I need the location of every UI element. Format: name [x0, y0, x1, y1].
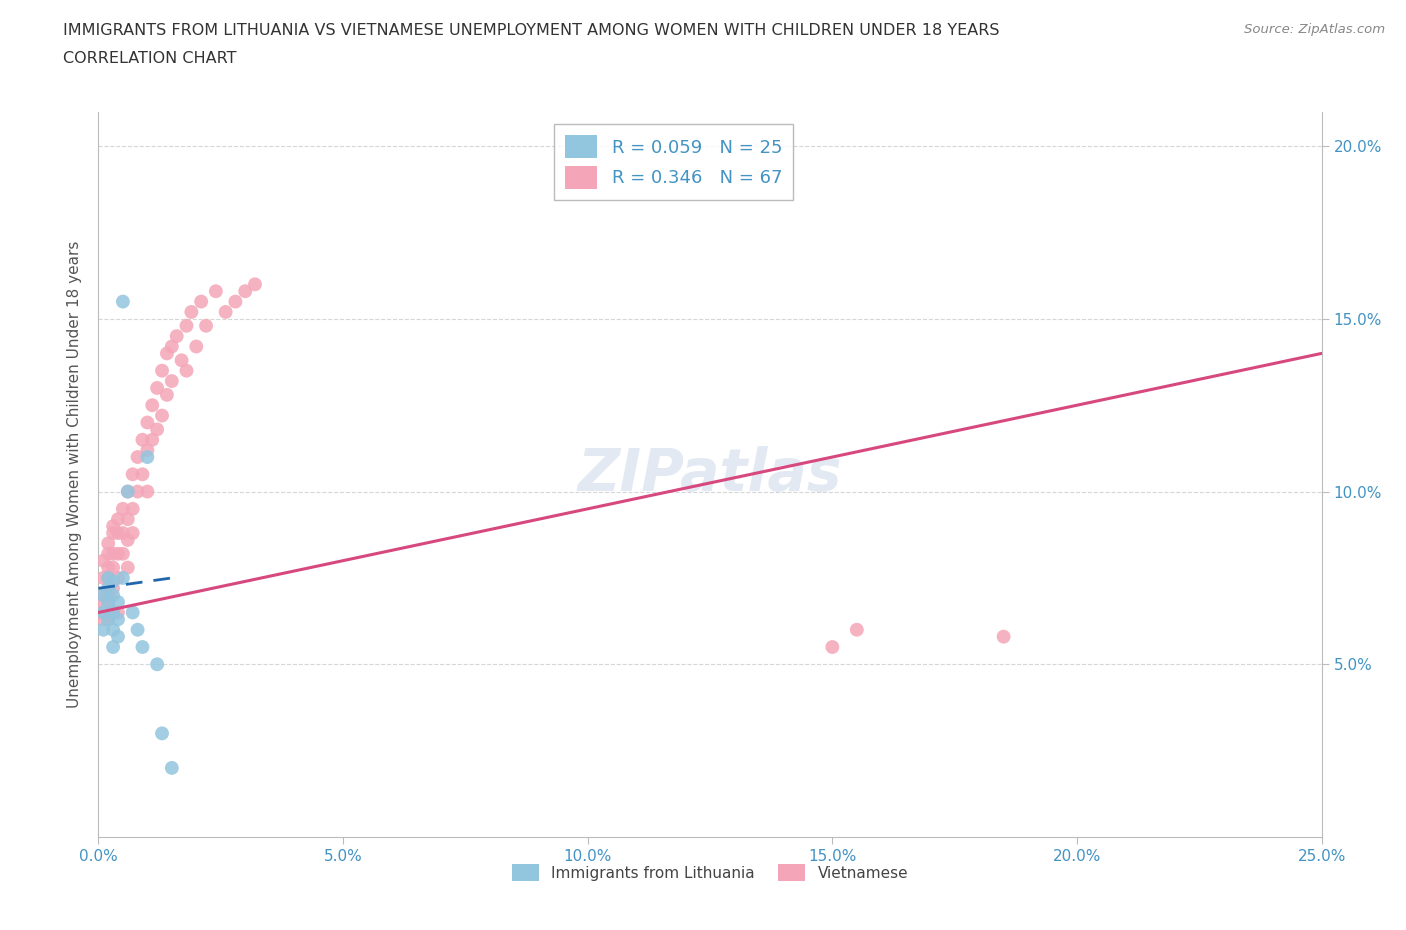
Point — [127, 449, 149, 464]
Point — [111, 570, 134, 585]
Point — [101, 640, 124, 655]
Point — [101, 574, 124, 589]
Point — [101, 622, 124, 637]
Point — [127, 485, 149, 499]
Point — [160, 761, 183, 776]
Point — [195, 318, 218, 333]
Point — [150, 364, 173, 379]
Point — [91, 588, 114, 603]
Text: ZIPatlas: ZIPatlas — [578, 445, 842, 503]
Point — [101, 525, 124, 540]
Point — [176, 318, 198, 333]
Point — [127, 622, 149, 637]
Point — [156, 388, 179, 403]
Point — [97, 560, 120, 575]
Y-axis label: Unemployment Among Women with Children Under 18 years: Unemployment Among Women with Children U… — [67, 241, 83, 708]
Point — [121, 467, 143, 482]
Point — [97, 594, 120, 609]
Point — [101, 605, 124, 620]
Point — [121, 605, 143, 620]
Point — [97, 570, 120, 585]
Point — [117, 560, 139, 575]
Point — [146, 422, 169, 437]
Point — [111, 546, 134, 561]
Legend: Immigrants from Lithuania, Vietnamese: Immigrants from Lithuania, Vietnamese — [506, 857, 914, 887]
Point — [224, 294, 246, 309]
Point — [101, 581, 124, 596]
Point — [97, 536, 120, 551]
Point — [87, 605, 110, 620]
Point — [170, 352, 193, 367]
Point — [214, 304, 236, 319]
Point — [97, 570, 120, 585]
Point — [111, 525, 134, 540]
Text: CORRELATION CHART: CORRELATION CHART — [63, 51, 236, 66]
Point — [136, 443, 159, 458]
Point — [101, 546, 124, 561]
Point — [146, 380, 169, 395]
Point — [107, 546, 129, 561]
Point — [111, 501, 134, 516]
Point — [97, 612, 120, 627]
Point — [91, 570, 114, 585]
Point — [101, 560, 124, 575]
Point — [91, 594, 114, 609]
Point — [101, 588, 124, 603]
Point — [91, 622, 114, 637]
Point — [121, 525, 143, 540]
Point — [117, 485, 139, 499]
Point — [190, 294, 212, 309]
Point — [993, 630, 1015, 644]
Point — [176, 364, 198, 379]
Point — [180, 304, 202, 319]
Point — [121, 501, 143, 516]
Point — [233, 284, 256, 299]
Point — [131, 467, 153, 482]
Point — [136, 485, 159, 499]
Point — [91, 588, 114, 603]
Point — [117, 533, 139, 548]
Point — [136, 449, 159, 464]
Point — [107, 525, 129, 540]
Point — [146, 657, 169, 671]
Point — [107, 605, 129, 620]
Point — [131, 640, 153, 655]
Point — [97, 594, 120, 609]
Point — [91, 605, 114, 620]
Point — [97, 612, 120, 627]
Point — [97, 588, 120, 603]
Point — [97, 546, 120, 561]
Point — [150, 408, 173, 423]
Point — [160, 339, 183, 354]
Point — [141, 398, 163, 413]
Point — [845, 622, 868, 637]
Point — [117, 485, 139, 499]
Point — [107, 612, 129, 627]
Point — [91, 553, 114, 568]
Point — [101, 519, 124, 534]
Point — [91, 612, 114, 627]
Point — [111, 294, 134, 309]
Point — [186, 339, 208, 354]
Point — [156, 346, 179, 361]
Point — [136, 415, 159, 430]
Point — [97, 581, 120, 596]
Point — [205, 284, 228, 299]
Point — [107, 594, 129, 609]
Text: Source: ZipAtlas.com: Source: ZipAtlas.com — [1244, 23, 1385, 36]
Point — [141, 432, 163, 447]
Point — [821, 640, 844, 655]
Point — [131, 432, 153, 447]
Point — [101, 605, 124, 620]
Point — [117, 512, 139, 526]
Point — [150, 726, 173, 741]
Point — [107, 630, 129, 644]
Point — [160, 374, 183, 389]
Text: IMMIGRANTS FROM LITHUANIA VS VIETNAMESE UNEMPLOYMENT AMONG WOMEN WITH CHILDREN U: IMMIGRANTS FROM LITHUANIA VS VIETNAMESE … — [63, 23, 1000, 38]
Point — [243, 277, 266, 292]
Point — [107, 570, 129, 585]
Point — [166, 328, 188, 343]
Point — [107, 512, 129, 526]
